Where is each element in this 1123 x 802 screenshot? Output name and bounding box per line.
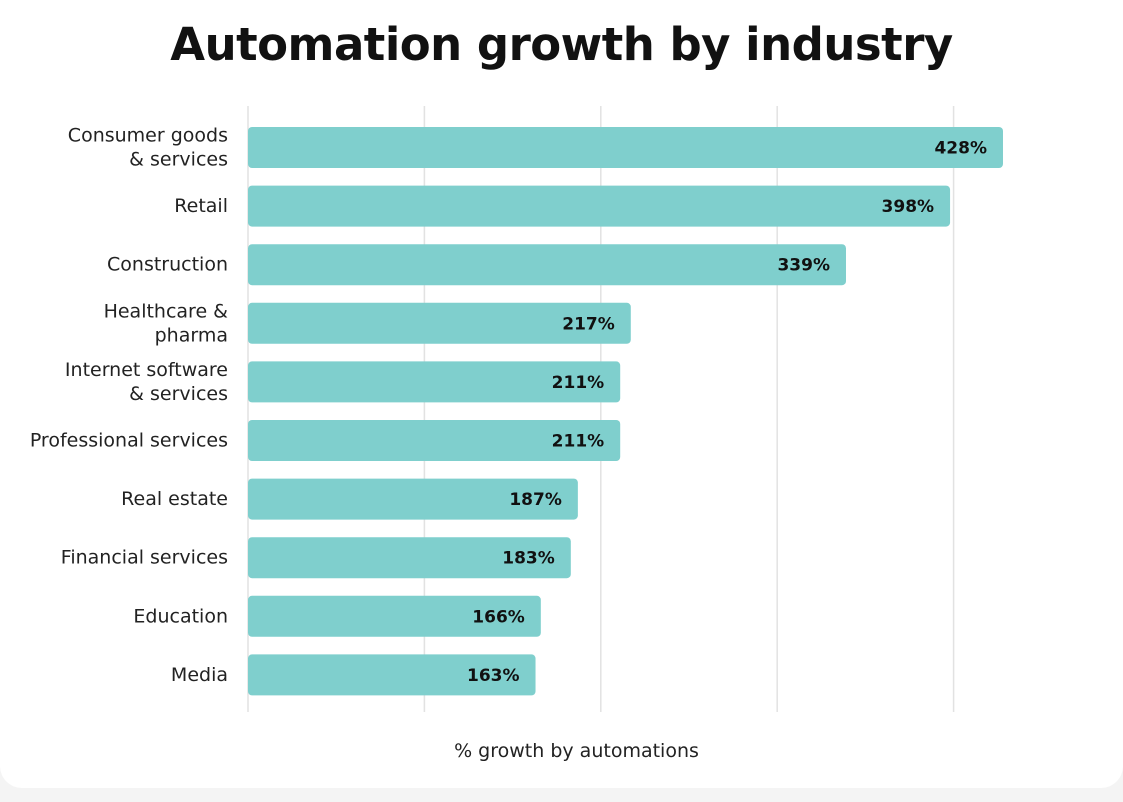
data-label: 211% — [552, 432, 605, 452]
bar — [248, 244, 846, 286]
data-label: 217% — [562, 314, 615, 334]
category-label: Internet software — [65, 359, 228, 381]
bar — [248, 420, 621, 461]
bar — [248, 537, 571, 579]
bar — [248, 302, 631, 344]
category-label: Financial services — [61, 547, 228, 569]
bar — [248, 478, 578, 520]
bar — [248, 185, 951, 227]
category-label: Media — [171, 664, 228, 686]
bars: 428% 398% 339% 217% 211% 211% 187% 183% 166% 163% — [248, 127, 1003, 696]
category-label: Retail — [174, 195, 228, 217]
data-label: 166% — [472, 607, 525, 627]
category-label: pharma — [155, 324, 228, 346]
category-label: Healthcare & — [104, 300, 229, 322]
data-label: 428% — [934, 139, 987, 159]
bar — [248, 361, 621, 403]
category-labels: Consumer goods& servicesRetailConstructi… — [30, 125, 228, 686]
data-label: 339% — [777, 256, 830, 276]
bar — [248, 595, 541, 637]
category-label: Professional services — [30, 430, 228, 452]
bar — [248, 127, 1003, 168]
chart-title: Automation growth by industry — [170, 18, 953, 71]
bar-chart: 428% 398% 339% 217% 211% 211% 187% 183% 166% 163%… — [30, 106, 1003, 712]
category-label: Consumer goods — [68, 125, 228, 147]
data-label: 187% — [509, 490, 562, 510]
category-label: & services — [129, 383, 228, 405]
data-label: 183% — [502, 549, 555, 569]
data-label: 163% — [467, 666, 520, 686]
bar — [248, 654, 536, 696]
category-label: Construction — [107, 254, 228, 276]
x-axis-label: % growth by automations — [454, 740, 699, 762]
category-label: & services — [129, 149, 228, 171]
category-label: Education — [133, 605, 228, 627]
category-label: Real estate — [121, 488, 228, 510]
data-label: 398% — [882, 197, 935, 217]
data-label: 211% — [552, 373, 605, 393]
